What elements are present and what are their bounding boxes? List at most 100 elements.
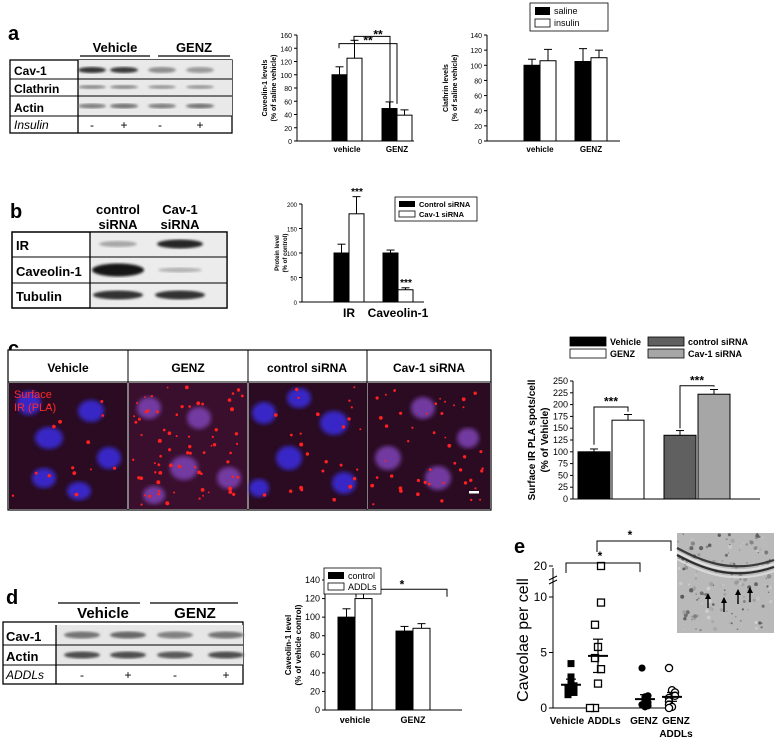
pla-spot: [299, 432, 302, 435]
band-a-clathrin-lane-2: [110, 85, 138, 89]
bar-Caveolin-1-Cav-1 siRNA: [397, 289, 414, 303]
pla-spot: [34, 471, 38, 475]
blot-d-row-cav1: Cav-1: [6, 629, 41, 644]
membrane: [676, 558, 775, 579]
y-tick-label: 175: [553, 411, 568, 421]
nucleus: [217, 467, 241, 489]
em-granule: [682, 630, 685, 633]
pla-spot: [158, 489, 161, 493]
em-granule: [698, 597, 700, 600]
membrane: [676, 551, 775, 572]
em-granule: [687, 583, 690, 586]
em-granule: [754, 626, 758, 630]
pla-spot: [321, 469, 325, 473]
em-granule: [704, 593, 708, 596]
band-a-cav1-lane-1: [78, 67, 106, 73]
em-granule: [689, 588, 694, 593]
micro-overlay-line1: Surface: [14, 389, 52, 401]
y-tick-label: 200: [553, 400, 568, 410]
em-granule: [695, 628, 697, 630]
pla-spot: [140, 433, 143, 437]
point-Vehicle: [567, 673, 575, 681]
em-granule: [728, 622, 731, 625]
em-granule: [682, 567, 686, 571]
em-granule: [760, 626, 763, 629]
y-tick-label: 0: [288, 139, 292, 146]
pla-spot: [101, 414, 105, 417]
pla-spot: [89, 468, 92, 471]
pla-spot: [153, 462, 156, 465]
pla-spot: [398, 486, 403, 491]
em-granule: [730, 622, 733, 625]
em-granule: [723, 589, 726, 592]
em-granule: [706, 586, 711, 591]
em-granule: [738, 549, 741, 551]
membrane: [676, 547, 775, 568]
y-tick-label: 25: [558, 482, 568, 492]
y-tick-label: 150: [287, 228, 298, 234]
pla-spot: [144, 494, 147, 497]
pla-spot: [470, 498, 473, 502]
y-tick-label: 75: [558, 459, 568, 469]
nucleus: [425, 466, 451, 490]
bar-vehicle-insulin: [539, 60, 557, 142]
em-granule: [762, 541, 767, 546]
em-granule: [766, 585, 769, 588]
blot-b-row-caveolin1: Caveolin-1: [16, 264, 82, 279]
pla-spot: [440, 412, 444, 415]
pla-spot: [289, 433, 293, 437]
legend-label-insulin: insulin: [554, 18, 580, 28]
pla-spot: [86, 440, 91, 445]
point-GENZ: [641, 703, 649, 711]
em-granule: [740, 545, 742, 547]
pla-spot: [210, 444, 213, 447]
y-tick-label: 60: [284, 99, 292, 106]
pla-spot: [469, 478, 473, 482]
bar-IR-Cav-1 siRNA: [348, 213, 365, 303]
y-tick-label: 40: [310, 668, 320, 678]
pla-spot: [150, 395, 153, 398]
em-granule: [763, 583, 767, 586]
blot-b-group-cav1-line1: Cav-1: [162, 202, 197, 217]
y-tick-label: 20: [474, 124, 482, 131]
point-Vehicle: [570, 682, 578, 690]
pla-spot: [348, 399, 351, 402]
micro-label-control-sirna: control siRNA: [267, 361, 347, 375]
em-granule: [690, 537, 694, 541]
category-label: ADDLs: [659, 729, 693, 740]
pla-spot: [112, 466, 117, 470]
pla-spot: [479, 498, 482, 501]
y-tick-label: 80: [310, 631, 320, 641]
pla-spot: [350, 406, 353, 409]
pla-spot: [207, 491, 210, 494]
bar-GENZ-control: [395, 630, 414, 711]
band-a-actin-lane-3: [148, 103, 176, 109]
bar-Vehicle: [577, 451, 611, 500]
blot-d-sign-4: +: [222, 668, 229, 682]
em-granule: [759, 548, 762, 551]
pla-spot: [200, 488, 205, 492]
bar-GENZ-saline: [574, 61, 592, 142]
blot-a-sign-3: -: [158, 118, 162, 132]
pla-spot: [74, 492, 79, 497]
band-a-clathrin-lane-4: [186, 85, 214, 89]
point-GENZ: [638, 664, 646, 672]
pla-spot: [202, 451, 206, 454]
pla-spot: [479, 450, 483, 454]
pla-spot: [212, 443, 217, 447]
blot-b-group-control-line2: siRNA: [98, 217, 138, 232]
pla-spot: [458, 468, 463, 472]
y-tick-label: 100: [280, 73, 292, 80]
bar-IR-Control siRNA: [333, 252, 350, 303]
pla-spot: [211, 435, 214, 438]
y-tick-label: 50: [558, 470, 568, 480]
panel-label-b: b: [10, 201, 22, 223]
pla-spot: [230, 407, 234, 412]
em-granule: [696, 599, 698, 601]
y-tick-label: 100: [470, 63, 482, 70]
band-d-actin-lane-2: [110, 651, 146, 659]
em-granule: [728, 544, 733, 549]
pla-spot: [461, 397, 466, 402]
em-granule: [766, 574, 772, 579]
